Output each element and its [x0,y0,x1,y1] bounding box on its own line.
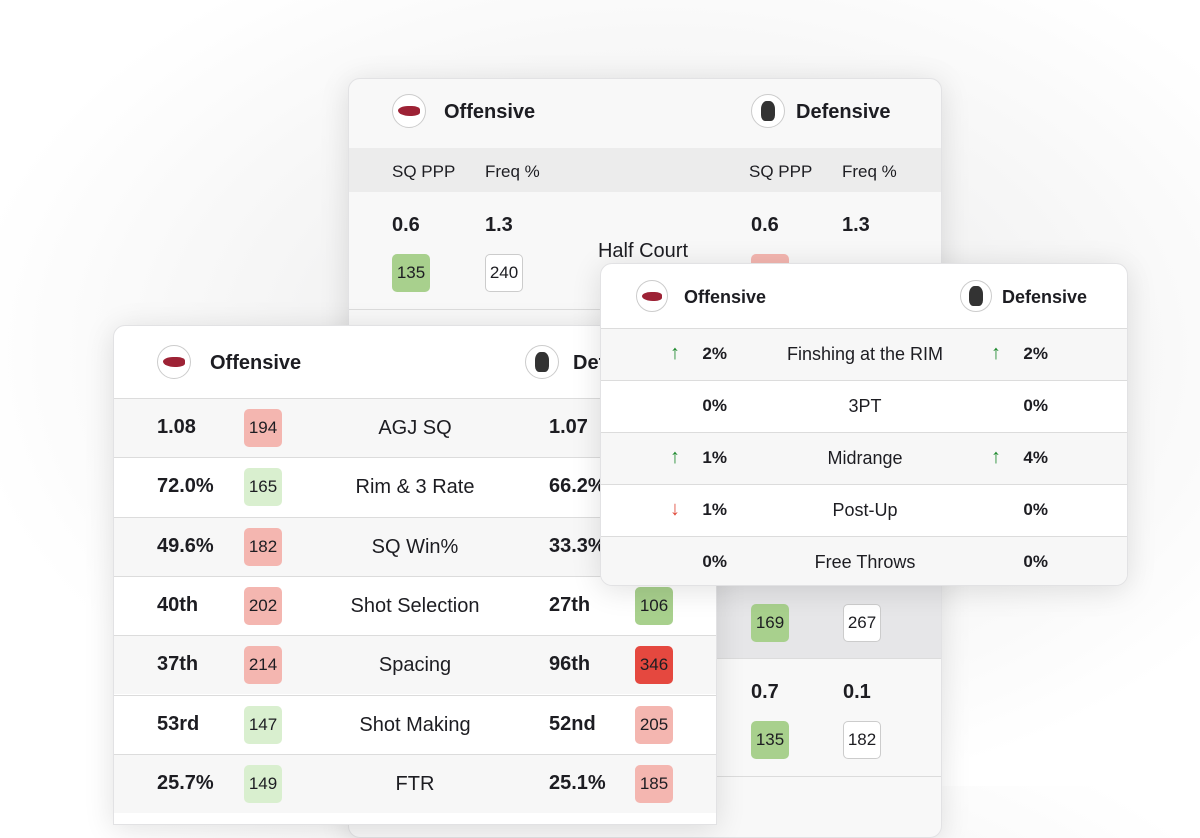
off-rank-badge: 149 [244,764,282,803]
metric-label: FTR [395,772,435,795]
def-change: 0% [1023,552,1048,571]
def-change: 4% [1023,448,1048,467]
off-change: 0% [702,396,727,415]
defensive-title: Defensive [796,101,891,123]
def-value: 33.3% [549,534,606,557]
metric-label: SQ Win% [371,535,459,558]
off-sq-value: 0.6 [392,214,420,236]
opponent-logo-icon [960,280,992,312]
shot-type-label: Finshing at the RIM [786,344,944,364]
table-row: 0% Free Throws 0% [601,536,1127,585]
off-freq-rank: 240 [485,254,523,292]
metric-label: Shot Making [359,713,471,736]
metric-label: Spacing [378,654,452,677]
table-row: 25.7% 149 FTR 25.1% 185 [114,753,716,813]
def-freq-rank-mid: 267 [843,604,881,642]
off-rank-badge: 202 [244,586,282,625]
arrow-up-icon: ↑ [670,342,680,364]
def-change: 2% [1023,344,1048,363]
col-sq-ppp-def: SQ PPP [749,162,813,181]
def-value: 52nd [549,712,596,735]
metric-label: AGJ SQ [378,417,452,439]
off-value: 37th [157,653,199,676]
arkansas-logo-icon [157,345,191,379]
off-change: 1% [702,500,727,519]
table-row: ↓ 1% Post-Up 0% [601,484,1127,536]
def-rank-badge: 106 [635,586,673,625]
off-rank-badge: 214 [244,646,282,685]
col-sq-ppp-off: SQ PPP [392,162,456,181]
def-sq-value: 0.6 [751,214,779,236]
def-rank-badge: 185 [635,764,673,803]
arrow-down-icon: ↓ [670,498,680,520]
off-rank-badge: 194 [244,409,282,447]
off-value: 49.6% [157,534,214,557]
off-value: 1.08 [157,416,196,438]
off-freq-value: 1.3 [485,214,513,236]
def-sq-rank-mid: 169 [751,604,789,642]
col-freq-def: Freq % [842,162,897,181]
table-row: 53rd 147 Shot Making 52nd 205 [114,694,716,754]
def-rank-badge: 346 [635,646,673,685]
off-change: 2% [702,344,727,363]
def-change: 0% [1023,500,1048,519]
half-court-label: Half Court [597,240,689,262]
off-change: 1% [702,448,727,467]
off-sq-rank: 135 [392,254,430,292]
col-freq-off: Freq % [485,162,540,181]
arrow-up-icon: ↑ [670,446,680,468]
table-row: 40th 202 Shot Selection 27th 106 [114,575,716,635]
shot-type-label: Free Throws [814,552,916,572]
def-change: 0% [1023,396,1048,415]
def-value: 1.07 [549,416,588,438]
off-rank-badge: 165 [244,468,282,507]
def-value: 66.2% [549,475,606,498]
shot-type-label: 3PT [848,396,882,416]
def-value: 96th [549,653,591,676]
off-value: 72.0% [157,475,214,498]
table-row: 37th 214 Spacing 96th 346 [114,635,716,695]
off-rank-badge: 147 [244,705,282,744]
defensive-title: Defensive [1002,287,1088,307]
opponent-logo-icon [751,94,785,128]
metric-label: Shot Selection [350,594,480,617]
metric-label: Rim & 3 Rate [355,476,475,499]
offensive-title: Offensive [444,101,536,123]
table-row: ↑ 2% Finshing at the RIM ↑ 2% [601,328,1127,380]
arkansas-logo-icon [636,280,668,312]
def-freq-value-low: 0.1 [843,681,871,703]
shot-type-change-card: Offensive Defensive ↑ 2% Finshing at the R… [600,263,1128,586]
off-value: 25.7% [157,771,214,794]
offensive-title: Offensive [210,352,302,374]
def-value: 25.1% [549,771,606,794]
table-row: ↑ 1% Midrange ↑ 4% [601,432,1127,484]
off-rank-badge: 182 [244,527,282,566]
def-sq-rank-low: 135 [751,721,789,759]
off-change: 0% [702,552,727,571]
def-freq-rank-low: 182 [843,721,881,759]
table-row: 0% 3PT 0% [601,380,1127,432]
off-value: 40th [157,593,199,616]
arrow-up-icon: ↑ [991,342,1001,364]
def-sq-value-low: 0.7 [751,681,779,703]
arrow-up-icon: ↑ [991,446,1001,468]
def-value: 27th [549,593,591,616]
offensive-title: Offensive [684,287,767,307]
opponent-logo-icon [525,345,559,379]
off-value: 53rd [157,712,200,735]
shot-type-label: Post-Up [832,500,898,520]
def-rank-badge: 205 [635,705,673,744]
shot-type-label: Midrange [827,448,903,468]
column-header-bar [349,148,941,192]
arkansas-logo-icon [392,94,426,128]
def-freq-value: 1.3 [842,214,870,236]
